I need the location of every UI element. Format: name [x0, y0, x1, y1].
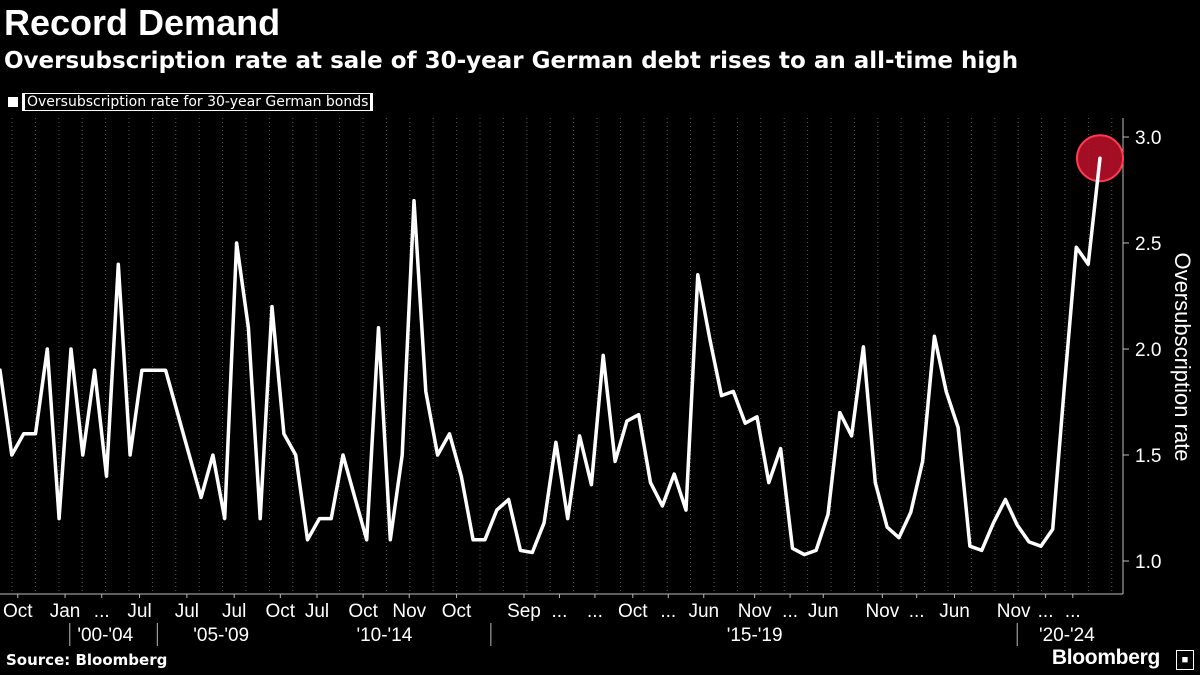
y-tick-label: 1.5	[1135, 446, 1161, 467]
series-group	[0, 156, 1102, 557]
period-label: '00-'04	[77, 625, 133, 646]
x-tick-label: Jun	[939, 601, 970, 622]
x-tick-label: Oct	[442, 601, 472, 622]
x-tick-label: Oct	[618, 601, 648, 622]
x-tick-label: ...	[1065, 601, 1081, 622]
legend: Oversubscription rate for 30-year German…	[8, 92, 374, 112]
period-labels: '00-'04 '05-'09 '10-'14 '15-'19 '20-'24	[69, 623, 1095, 646]
x-tick-label: Nov	[738, 601, 772, 622]
x-tick-label: Nov	[997, 601, 1031, 622]
legend-label: Oversubscription rate for 30-year German…	[22, 93, 374, 111]
x-tick-label: Oct	[266, 601, 296, 622]
chart-subtitle: Oversubscription rate at sale of 30-year…	[4, 48, 1019, 74]
x-tick-label: Jul	[222, 601, 246, 622]
x-tick-label: ...	[552, 601, 568, 622]
period-label: '10-'14	[356, 625, 412, 646]
x-tick-label: Nov	[392, 601, 426, 622]
legend-label-text: Oversubscription rate for 30-year German…	[25, 94, 371, 110]
series-line	[0, 156, 1102, 557]
x-tick-label: Nov	[865, 601, 899, 622]
gridlines	[11, 118, 1113, 594]
source-note: Source: Bloomberg	[6, 651, 168, 669]
x-tick-label: Oct	[348, 601, 378, 622]
y-tick-label: 3.0	[1135, 128, 1161, 149]
period-label: '15-'19	[727, 625, 783, 646]
y-tick-label: 2.0	[1135, 340, 1161, 361]
x-tick-label: Sep	[507, 601, 541, 622]
x-tick-label: ...	[94, 601, 110, 622]
x-tick-label: Oct	[3, 601, 33, 622]
terminal-icon: ■	[1176, 650, 1194, 670]
x-tick-label: ...	[1038, 601, 1054, 622]
chart-title: Record Demand	[4, 2, 281, 43]
x-tick-label: Jul	[127, 601, 151, 622]
x-tick-label: ...	[587, 601, 603, 622]
y-tick-label: 2.5	[1135, 234, 1161, 255]
brand-logo-text: Bloomberg	[1051, 646, 1160, 669]
y-tick-label: 1.0	[1135, 552, 1161, 573]
x-tick-label: ...	[660, 601, 676, 622]
x-tick-label: Jul	[175, 601, 199, 622]
y-axis-label: Oversubscription rate	[1170, 252, 1195, 461]
x-axis-ticks: Oct Jan... Jul Jul Jul Oct Jul Oct Nov Oct Sep....…	[3, 594, 1081, 622]
legend-swatch	[8, 97, 18, 107]
x-tick-label: Jun	[688, 601, 719, 622]
x-tick-label: ...	[909, 601, 925, 622]
period-label: '20-'24	[1039, 625, 1095, 646]
y-axis-ticks: 1.0 1.5 2.0 2.5 3.0	[1123, 128, 1161, 573]
x-tick-label: Jan	[50, 601, 81, 622]
x-tick-label: ...	[782, 601, 798, 622]
period-label: '05-'09	[193, 625, 249, 646]
x-tick-label: Jun	[808, 601, 839, 622]
x-tick-label: Jul	[305, 601, 329, 622]
